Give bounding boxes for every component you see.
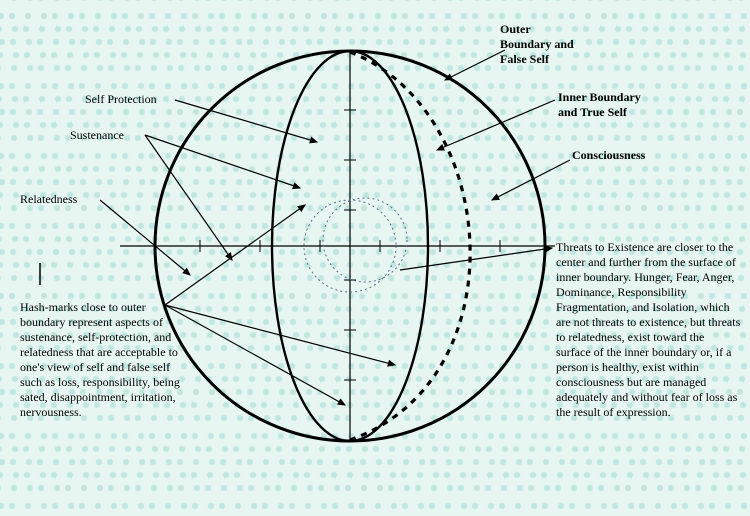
label-sustenance: Sustenance	[70, 128, 170, 143]
sustenance-arrow-b	[145, 135, 232, 260]
paragraph-threats: Threats to Existence are closer to the c…	[556, 240, 741, 420]
hash-arrow-a	[165, 205, 305, 305]
relatedness-arrow	[100, 200, 190, 275]
label-inner-boundary: Inner Boundary and True Self	[558, 90, 708, 120]
label-relatedness: Relatedness	[20, 192, 110, 207]
label-consciousness: Consciousness	[572, 148, 712, 163]
hash-arrow-b	[165, 305, 345, 405]
threats-arrow	[400, 248, 552, 270]
label-self-protection: Self Protection	[85, 92, 195, 107]
outer-boundary-arrow	[445, 50, 505, 80]
paragraph-hash-marks: Hash-marks close to outer boundary repre…	[20, 300, 190, 420]
inner-boundary-arrow	[437, 100, 555, 150]
inner-circle-b	[323, 198, 407, 282]
hash-arrow-c	[165, 305, 395, 365]
consciousness-arrow	[492, 160, 570, 200]
label-outer-boundary: Outer Boundary and False Self	[500, 22, 630, 67]
